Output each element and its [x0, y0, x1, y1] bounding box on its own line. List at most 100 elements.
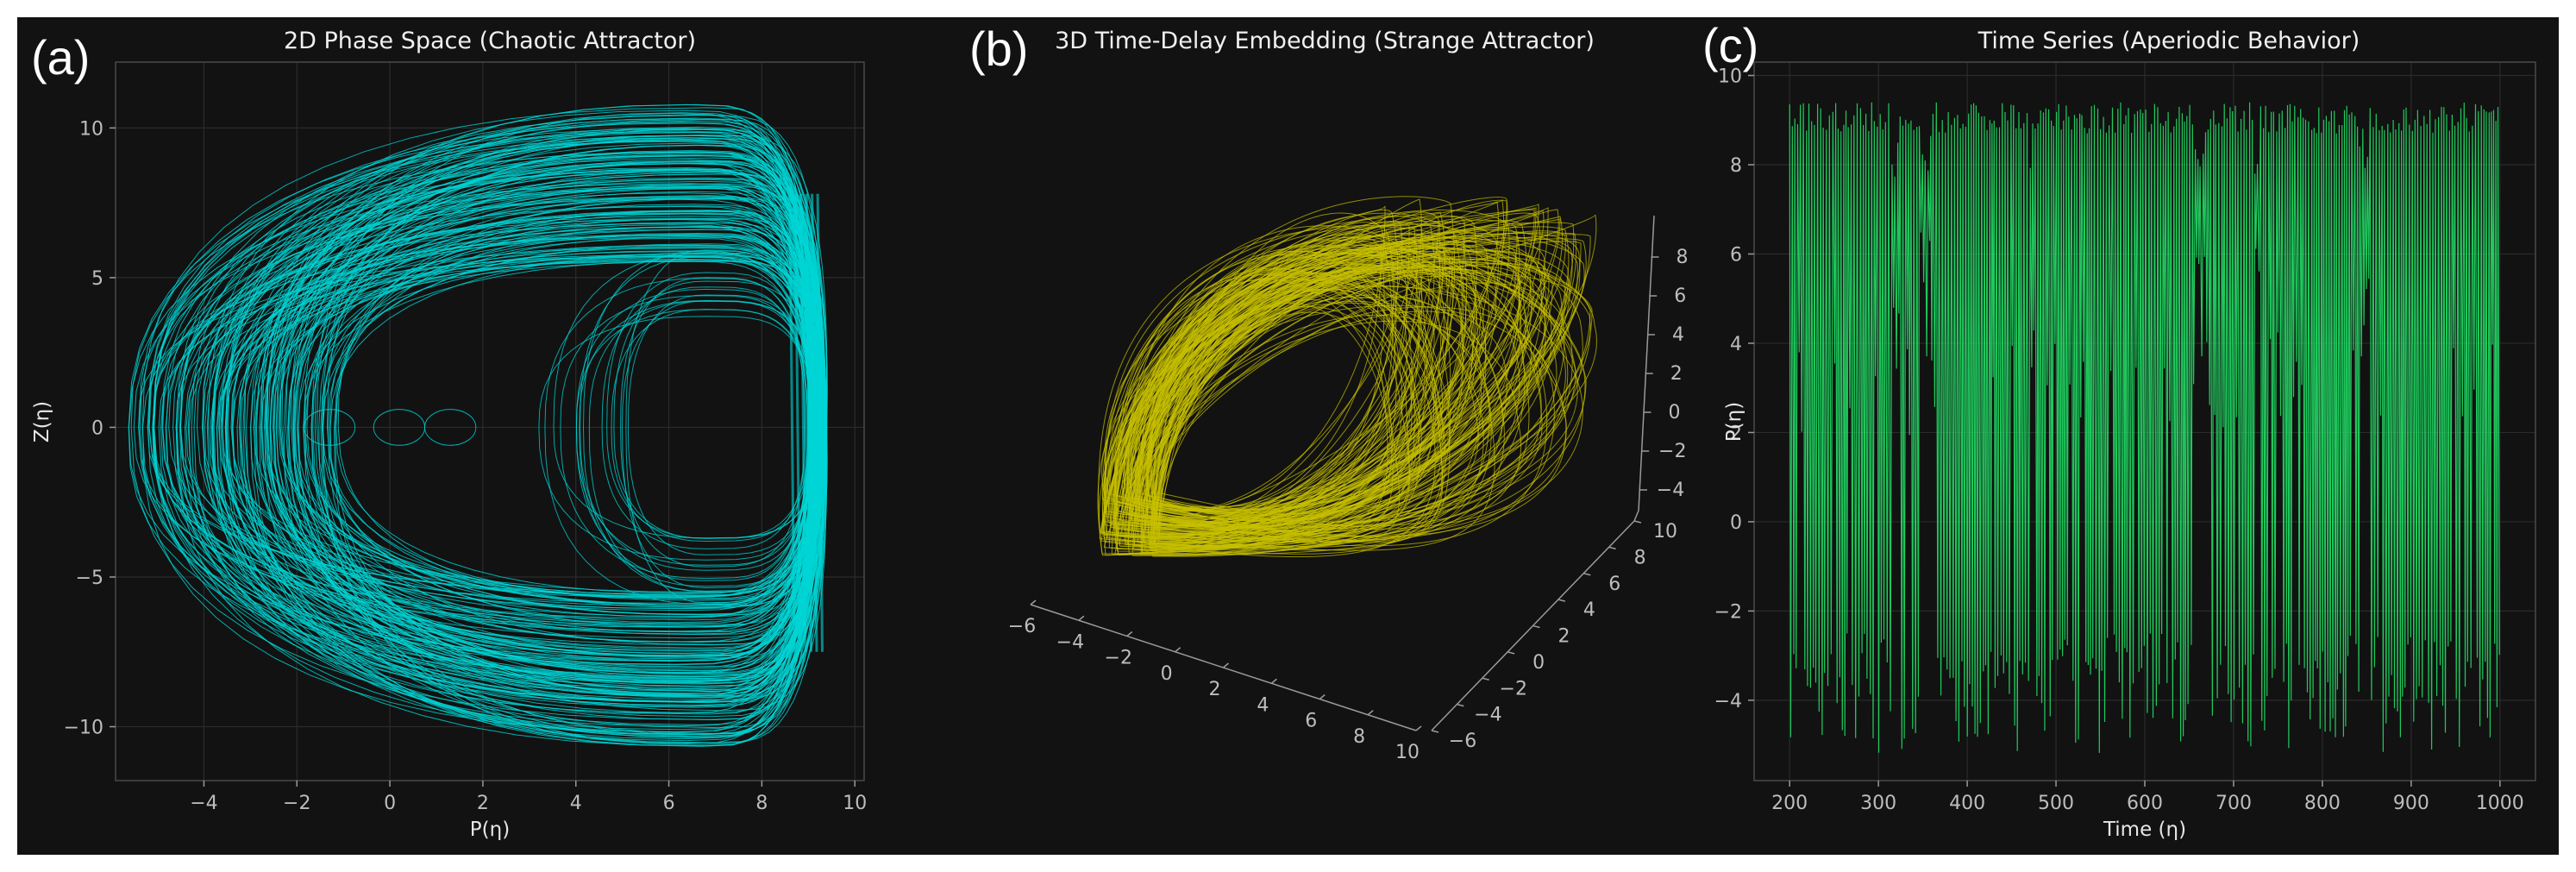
- panel-a-inner-orbit: [601, 286, 806, 549]
- panel-c-ytick-label: 0: [1730, 512, 1742, 534]
- panel-a-inner-orbit: [606, 272, 810, 539]
- panel-c-ytick-label: 6: [1730, 244, 1742, 266]
- panel-a-orbit: [152, 222, 826, 681]
- panel-a-orbit: [148, 187, 812, 625]
- panel-b-attractor: [1097, 196, 1597, 558]
- panel-a-ylabel: Z(η): [31, 401, 53, 442]
- panel-b-ytick-mark: [1482, 677, 1489, 681]
- panel-b-xtick-mark: [1175, 647, 1181, 653]
- panel-a-inner-orbit: [544, 278, 807, 605]
- panel-b-ytick-mark: [1532, 624, 1540, 629]
- panel-c-timeseries: [1789, 102, 2500, 753]
- panel-a-orbit: [213, 138, 828, 744]
- panel-a-inner-orbit: [625, 249, 810, 604]
- panel-a-title: 2D Phase Space (Chaotic Attractor): [284, 28, 696, 54]
- panel-b-ztick-label: 6: [1674, 285, 1686, 307]
- panel-b-orbit: [1100, 241, 1582, 537]
- panel-b-label: (b): [969, 22, 1028, 76]
- panel-a-orbit: [254, 155, 822, 662]
- panel-b-xtick-label: −2: [1105, 648, 1132, 669]
- panel-b-orbit: [1100, 233, 1451, 536]
- panel-b-ytick-label: 8: [1634, 547, 1646, 568]
- panel-b-orbit: [1104, 304, 1567, 537]
- panel-c-ticks: 200 300 400 500 600 700 800 900 1000 −4 −2 0 2 4 6 8 10: [1714, 66, 2524, 814]
- panel-a-orbit: [255, 149, 821, 657]
- panel-b-ytick-mark: [1457, 703, 1464, 707]
- panel-a-inner-orbit: [627, 294, 815, 555]
- panel-b-orbit: [1150, 302, 1490, 536]
- panel-b-orbit: [1109, 244, 1487, 525]
- panel-a-orbit: [221, 226, 818, 593]
- panel-b-orbit: [1158, 223, 1520, 543]
- panel-b-orbit: [1131, 237, 1542, 526]
- panel-a-ytick-label: 0: [91, 417, 103, 439]
- panel-b-xtick-mark: [1415, 725, 1422, 731]
- panel-a-orbit: [322, 137, 824, 601]
- panel-a-orbit: [202, 168, 813, 652]
- panel-a-xtick-label: −2: [283, 793, 310, 814]
- panel-a-orbit: [260, 104, 821, 699]
- panel-b-orbit: [1124, 233, 1449, 523]
- panel-a-inner-orbit: [579, 256, 815, 571]
- panel-a-orbit: [141, 107, 815, 684]
- panel-a-trajectory: [128, 104, 828, 747]
- panel-a-band: [811, 193, 818, 652]
- panel-b-ztick-label: 4: [1672, 324, 1684, 346]
- panel-b-ytick-label: 10: [1653, 521, 1677, 543]
- panel-a-inner-orbit: [588, 300, 820, 592]
- panel-a-ytick-label: 10: [79, 118, 103, 140]
- panel-b-orbit: [1115, 197, 1508, 526]
- panel-a-inner-orbit: [575, 288, 808, 581]
- panel-b-orbit: [1138, 320, 1522, 543]
- panel-a-orbit: [230, 223, 822, 610]
- panel-b-ytick-label: 0: [1532, 652, 1545, 674]
- panel-c-title: Time Series (Aperiodic Behavior): [1977, 28, 2360, 54]
- panel-b-orbit: [1114, 296, 1505, 555]
- panel-b-xtick-mark: [1126, 630, 1133, 637]
- panel-b-xtick-label: −4: [1056, 631, 1084, 653]
- panel-a-orbit: [212, 118, 818, 665]
- panel-a-orbit: [193, 168, 815, 731]
- panel-b-zaxis-foot: [1633, 510, 1639, 522]
- panel-b-ztick-label: 0: [1669, 402, 1681, 423]
- panel-a-orbit: [232, 168, 810, 672]
- panel-c-xtick-label: 200: [1771, 793, 1808, 814]
- panel-b-xtick-mark: [1367, 710, 1374, 716]
- panel-b-xtick-label: 10: [1395, 742, 1420, 763]
- panel-b-orbit: [1152, 268, 1489, 548]
- panel-a-xtick-label: 4: [570, 793, 582, 814]
- panel-b-orbit: [1137, 254, 1420, 549]
- panel-b-orbit: [1146, 210, 1510, 511]
- panel-b-orbit: [1134, 250, 1545, 515]
- panel-a-inner-orbit: [553, 253, 821, 539]
- panel-b-ytick-mark: [1507, 651, 1515, 655]
- panel-c-xtick-label: 500: [2038, 793, 2074, 814]
- panel-b-orbit: [1101, 226, 1497, 511]
- panel-b-xtick-label: 0: [1161, 663, 1173, 685]
- panel-a-band: [805, 193, 813, 652]
- panel-b-orbit: [1153, 222, 1424, 522]
- panel-b-xtick-mark: [1270, 678, 1277, 684]
- panel-b-orbit: [1151, 237, 1463, 522]
- panel-b-xtick-label: 2: [1209, 679, 1221, 700]
- panel-a-orbit: [216, 260, 821, 680]
- panel-b-orbit: [1119, 227, 1518, 526]
- panel-c-xtick-label: 700: [2216, 793, 2252, 814]
- panel-b-orbit: [1134, 268, 1422, 541]
- panel-a-inner-orbit: [582, 250, 812, 593]
- panel-a-small-loop: [424, 409, 477, 446]
- panel-c-ytick-label: −4: [1714, 691, 1742, 712]
- panel-a-orbit: [279, 198, 821, 596]
- panel-b-orbit: [1121, 214, 1597, 538]
- panel-b-orbit: [1131, 246, 1552, 538]
- panel-c-ytick-label: −2: [1714, 601, 1742, 623]
- panel-a-ytick-label: 5: [91, 268, 103, 290]
- panel-c-xtick-label: 800: [2304, 793, 2341, 814]
- panel-b-ytick-mark: [1633, 520, 1642, 524]
- panel-a-xtick-label: −4: [190, 793, 217, 814]
- panel-b-orbit: [1118, 306, 1555, 542]
- panel-b-orbit: [1131, 232, 1585, 527]
- panel-b-ytick-label: 2: [1558, 626, 1570, 648]
